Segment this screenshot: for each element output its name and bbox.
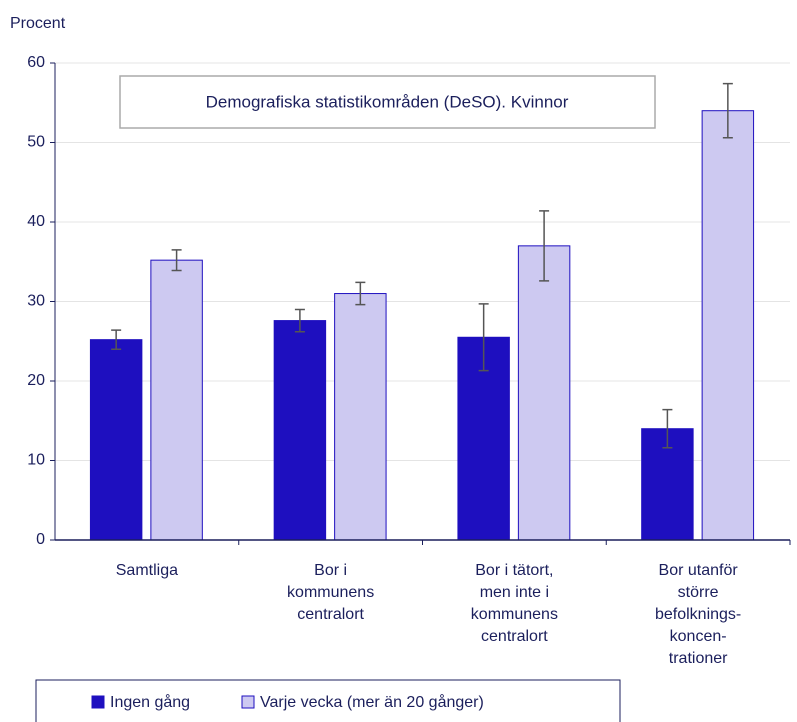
- error-bar: [355, 281, 366, 306]
- legend-swatch: [241, 695, 255, 709]
- bar: [701, 110, 755, 541]
- error-bar: [478, 303, 489, 372]
- bar: [334, 293, 387, 541]
- y-tick-label: 60: [27, 54, 45, 71]
- legend-swatch: [91, 695, 105, 709]
- error-bar: [722, 82, 733, 139]
- y-tick-label: 50: [27, 134, 45, 151]
- bar: [89, 339, 143, 541]
- y-tick-label: 30: [27, 293, 45, 310]
- error-bar: [171, 249, 182, 272]
- y-tick-label: 40: [27, 213, 45, 230]
- x-tick-label: Bor utanför större befolknings- koncen- …: [654, 562, 742, 667]
- x-tick-label: Bor i tätort, men inte i kommunens centr…: [470, 562, 558, 645]
- title-box: [119, 75, 656, 129]
- bar: [273, 320, 327, 541]
- legend-label: Varje vecka (mer än 20 gånger): [260, 693, 484, 711]
- chart-title: Demografiska statistikområden (DeSO). Kv…: [206, 92, 569, 111]
- y-tick-label: 20: [27, 372, 45, 389]
- error-bar: [111, 329, 122, 350]
- y-tick-label: 0: [36, 531, 45, 548]
- y-axis-label: Procent: [10, 15, 66, 32]
- bar: [150, 259, 203, 541]
- x-tick-label: Bor i kommunens centralort: [287, 562, 375, 623]
- x-tick-label: Samtliga: [115, 562, 178, 579]
- y-tick-label: 10: [27, 452, 45, 469]
- error-bar: [539, 210, 550, 282]
- legend-label: Ingen gång: [110, 693, 190, 711]
- error-bar: [662, 408, 673, 449]
- legend-box: [35, 679, 621, 722]
- bar: [517, 245, 571, 541]
- error-bar: [294, 308, 305, 333]
